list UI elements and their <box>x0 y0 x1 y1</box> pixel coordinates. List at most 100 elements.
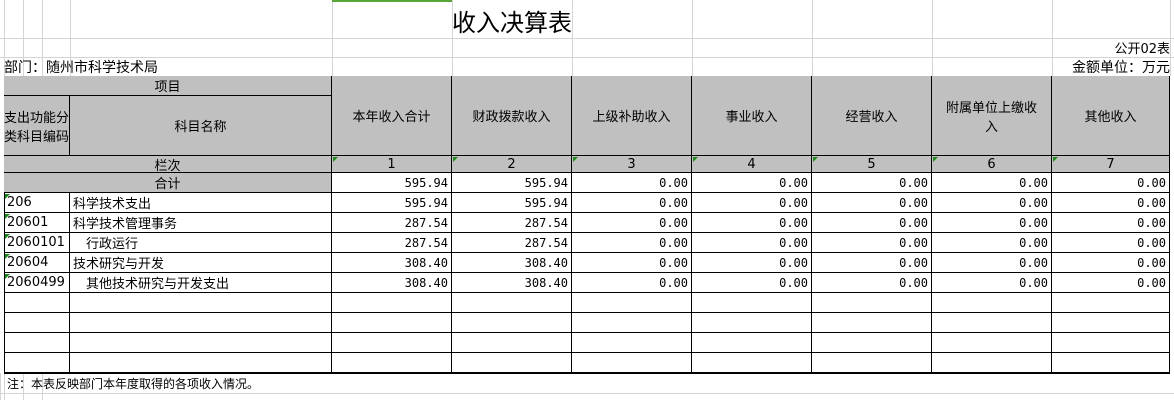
total-value: 0.00 <box>932 173 1052 193</box>
header-code: 支出功能分类科目编码 <box>4 96 70 156</box>
row-value: 0.00 <box>572 273 692 293</box>
row-value <box>1052 313 1170 333</box>
row-value: 0.00 <box>692 253 812 273</box>
row-value <box>692 313 812 333</box>
row-value: 0.00 <box>812 193 932 213</box>
total-value: 595.94 <box>452 173 572 193</box>
header-column: 上级补助收入 <box>572 76 692 156</box>
row-code <box>4 333 70 353</box>
row-value: 308.40 <box>452 253 572 273</box>
row-value <box>932 353 1052 373</box>
row-code: 2060499 <box>4 273 70 293</box>
header-column: 财政拨款收入 <box>452 76 572 156</box>
cell-marker-icon <box>5 274 10 279</box>
row-name <box>70 293 332 313</box>
cell-marker-icon <box>5 234 10 239</box>
column-number: 3 <box>572 156 692 173</box>
row-value: 0.00 <box>932 253 1052 273</box>
gridline <box>4 373 5 400</box>
row-value: 0.00 <box>812 233 932 253</box>
row-name: 科学技术支出 <box>70 193 332 213</box>
gridline <box>0 38 1174 39</box>
row-value: 595.94 <box>452 193 572 213</box>
row-value: 0.00 <box>1052 213 1170 233</box>
row-value <box>812 293 932 313</box>
row-value <box>1052 353 1170 373</box>
header-column: 事业收入 <box>692 76 812 156</box>
row-value <box>332 333 452 353</box>
gridline <box>42 373 43 400</box>
header-column: 本年收入合计 <box>332 76 452 156</box>
column-number: 1 <box>332 156 452 173</box>
row-value: 308.40 <box>332 273 452 293</box>
cell-marker-icon <box>453 157 458 162</box>
page-title: 收入决算表 <box>452 8 572 37</box>
cell-marker-icon <box>5 254 10 259</box>
row-value <box>1052 333 1170 353</box>
department-label: 部门：随州市科学技术局 <box>4 59 158 76</box>
row-value: 0.00 <box>572 233 692 253</box>
header-column: 附属单位上缴收入 <box>932 76 1052 156</box>
row-code <box>4 293 70 313</box>
row-value <box>692 353 812 373</box>
row-value <box>812 353 932 373</box>
gridline <box>332 0 452 2</box>
row-value: 0.00 <box>1052 233 1170 253</box>
row-value: 308.40 <box>452 273 572 293</box>
row-value: 0.00 <box>932 213 1052 233</box>
row-code: 20604 <box>4 253 70 273</box>
gridline <box>0 373 1 400</box>
row-value: 0.00 <box>572 253 692 273</box>
row-value: 0.00 <box>692 233 812 253</box>
row-value: 287.54 <box>452 233 572 253</box>
row-value: 0.00 <box>812 213 932 233</box>
row-value <box>452 293 572 313</box>
row-value <box>572 353 692 373</box>
row-value: 287.54 <box>452 213 572 233</box>
row-value: 0.00 <box>1052 253 1170 273</box>
note: 注：本表反映部门本年度取得的各项收入情况。 <box>7 377 260 391</box>
total-label: 合计 <box>4 173 332 193</box>
row-name: 行政运行 <box>70 233 332 253</box>
total-value: 0.00 <box>572 173 692 193</box>
row-value: 287.54 <box>332 213 452 233</box>
row-value: 595.94 <box>332 193 452 213</box>
row-name <box>70 313 332 333</box>
row-value <box>452 353 572 373</box>
gridline <box>23 373 24 400</box>
cell-marker-icon <box>1053 157 1058 162</box>
row-name: 科学技术管理事务 <box>70 213 332 233</box>
row-value: 0.00 <box>572 213 692 233</box>
row-value <box>692 293 812 313</box>
row-value <box>572 293 692 313</box>
cell-marker-icon <box>5 214 10 219</box>
form-number: 公开02表 <box>1114 42 1170 57</box>
row-value <box>692 333 812 353</box>
row-value <box>332 353 452 373</box>
gridline <box>4 372 1170 374</box>
row-value <box>932 333 1052 353</box>
total-value: 0.00 <box>812 173 932 193</box>
row-name <box>70 333 332 353</box>
row-value: 0.00 <box>1052 273 1170 293</box>
row-value: 308.40 <box>332 253 452 273</box>
row-code <box>4 313 70 333</box>
row-name <box>70 353 332 373</box>
row-value: 0.00 <box>932 273 1052 293</box>
row-value <box>812 313 932 333</box>
unit-label: 金额单位：万元 <box>1072 59 1170 76</box>
row-value <box>452 313 572 333</box>
cell-marker-icon <box>573 157 578 162</box>
row-value: 287.54 <box>332 233 452 253</box>
row-code: 2060101 <box>4 233 70 253</box>
cell-marker-icon <box>333 157 338 162</box>
column-number: 4 <box>692 156 812 173</box>
header-column: 其他收入 <box>1052 76 1170 156</box>
row-value: 0.00 <box>692 213 812 233</box>
row-value: 0.00 <box>692 193 812 213</box>
gridline <box>0 57 1174 58</box>
cell-marker-icon <box>693 157 698 162</box>
row-value: 0.00 <box>692 273 812 293</box>
row-value: 0.00 <box>932 233 1052 253</box>
total-value: 0.00 <box>692 173 812 193</box>
